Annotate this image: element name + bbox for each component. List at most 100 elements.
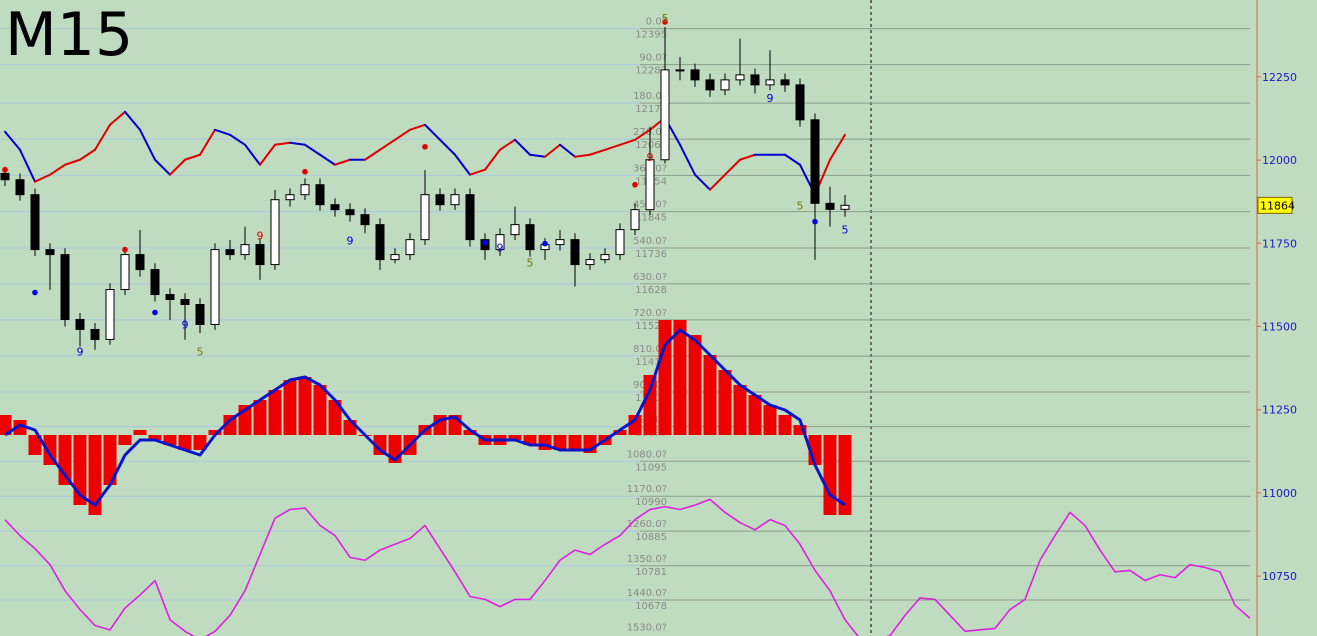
candle-body	[75, 318, 85, 330]
band-segment	[19, 148, 36, 183]
band-segment	[94, 123, 111, 151]
band-segment	[289, 141, 306, 146]
candle-body	[825, 202, 835, 210]
candle-body	[720, 79, 730, 91]
level-angle-label: 1170.0?	[627, 484, 667, 495]
histogram-bar	[103, 435, 117, 485]
candle-body	[510, 224, 520, 236]
band-segment	[829, 133, 846, 161]
timeframe-title: M15	[5, 0, 133, 70]
candle-body	[345, 209, 355, 216]
band-segment	[784, 153, 801, 166]
y-tick-label: 11500	[1262, 320, 1297, 333]
y-tick-label: 10750	[1262, 570, 1297, 583]
band-segment	[424, 123, 441, 141]
histogram-bar	[58, 435, 72, 485]
band-segment	[109, 110, 126, 126]
band-segment	[49, 163, 66, 176]
histogram-bar	[343, 420, 357, 435]
candle-body	[45, 249, 55, 256]
histogram-bar	[223, 415, 237, 435]
y-tick-label: 11000	[1262, 487, 1297, 500]
signal-dot	[662, 19, 668, 25]
histogram-bar	[373, 435, 387, 455]
level-price-label: 10781	[635, 567, 667, 578]
candle-body	[60, 254, 70, 320]
y-tick-label: 12250	[1262, 71, 1297, 84]
candle-body	[660, 69, 670, 161]
count-label: 9	[347, 235, 354, 248]
count-label: 9	[182, 318, 189, 331]
histogram-bar	[643, 375, 657, 435]
level-price-label: 10990	[635, 497, 667, 508]
level-angle-label: 1530.0?	[627, 622, 667, 633]
histogram-bar	[28, 435, 42, 455]
last-price-box	[1257, 196, 1293, 214]
band-segment	[139, 128, 156, 161]
band-segment	[679, 143, 696, 176]
histogram-bar	[163, 435, 177, 445]
level-angle-label: 810.0?	[633, 344, 667, 355]
band-segment	[469, 168, 486, 176]
band-segment	[229, 133, 246, 146]
histogram-bar	[508, 435, 522, 440]
candle-body	[675, 69, 685, 72]
band-segment	[499, 138, 516, 151]
candle-body	[165, 294, 175, 301]
band-segment	[514, 138, 531, 156]
candle-body	[780, 79, 790, 86]
band-segment	[244, 143, 261, 166]
candle-body	[795, 84, 805, 121]
candle-body	[180, 299, 190, 306]
level-price-label: 11411	[635, 357, 667, 368]
level-price-label: 12395	[635, 30, 667, 41]
histogram-bar	[283, 380, 297, 435]
candle-body	[375, 224, 385, 261]
histogram-bar	[613, 430, 627, 435]
candle-body	[210, 249, 220, 325]
signal-dot	[302, 168, 308, 175]
candle-body	[450, 194, 460, 206]
candle-body	[405, 239, 415, 256]
candle-body	[465, 194, 475, 241]
candle-body	[435, 194, 445, 206]
level-angle-label: 180.0?	[633, 91, 667, 102]
level-price-label: 12171	[635, 104, 667, 115]
level-price-label: 11095	[635, 462, 667, 473]
candle-body	[750, 74, 760, 86]
histogram-bar	[553, 435, 567, 450]
candle-body	[0, 172, 10, 181]
candle-body	[585, 259, 595, 266]
candle-body	[495, 234, 505, 251]
band-segment	[604, 143, 621, 151]
candle-body	[270, 199, 280, 266]
candle-body	[705, 79, 715, 91]
band-segment	[484, 148, 501, 171]
band-segment	[259, 143, 276, 166]
band-segment	[454, 153, 471, 176]
band-segment	[634, 128, 651, 141]
candle-body	[330, 204, 340, 211]
candle-body	[600, 254, 610, 261]
band-segment	[589, 148, 606, 156]
band-segment	[274, 141, 291, 146]
band-segment	[544, 143, 561, 158]
band-segment	[379, 138, 396, 151]
histogram-bar	[718, 370, 732, 435]
candle-body	[135, 254, 145, 271]
candle-body	[570, 239, 580, 266]
candle-body	[120, 254, 130, 291]
level-price-label: 11736	[635, 249, 667, 260]
band-segment	[394, 128, 411, 141]
level-angle-label: 0.0?	[646, 17, 667, 28]
signal-dot	[812, 218, 818, 225]
histogram-bar	[148, 435, 162, 440]
oscillator-line	[4, 498, 1251, 636]
level-angle-label: 540.0?	[633, 236, 667, 247]
band-segment	[154, 158, 171, 176]
band-segment	[364, 148, 381, 161]
candle-body	[390, 254, 400, 261]
band-segment	[319, 153, 336, 166]
level-angle-label: 720.0?	[633, 308, 667, 319]
